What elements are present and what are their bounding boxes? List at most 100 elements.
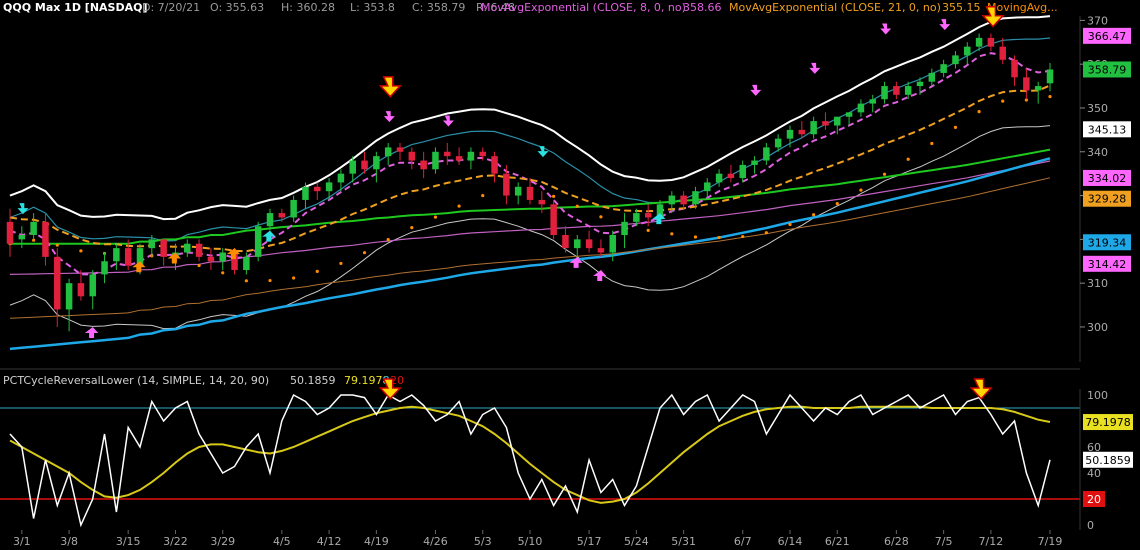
psar-dot: [433, 215, 438, 219]
candle-body: [455, 156, 463, 161]
study-ema8-label[interactable]: MovAvgExponential (CLOSE, 8, 0, no): [481, 1, 686, 14]
psar-dot: [930, 141, 934, 146]
down-arrow-icon: [442, 115, 454, 127]
study-ema21-value: 355.15: [942, 1, 981, 14]
candle-body: [278, 213, 286, 218]
candle-body: [65, 283, 73, 310]
psar-dot: [646, 228, 650, 232]
candle-body: [408, 151, 416, 161]
candle-body: [680, 195, 687, 205]
candle-body: [727, 173, 735, 179]
candle-body: [136, 248, 144, 266]
lower-study-label[interactable]: PCTCycleReversalLower (14, SIMPLE, 14, 2…: [3, 374, 269, 387]
lower-label-text: 20: [1087, 493, 1101, 506]
psar-dot: [481, 193, 485, 198]
candle-body: [869, 99, 876, 104]
candle-body: [290, 199, 297, 218]
bollinger-upper-line: [9, 15, 1051, 221]
price-label-text: 319.34: [1088, 236, 1127, 249]
candle-body: [668, 195, 676, 205]
price-label-bg: [1083, 255, 1131, 272]
lower-header: PCTCycleReversalLower (14, SIMPLE, 14, 2…: [0, 372, 405, 387]
candle-body: [550, 204, 557, 235]
psar-dot: [835, 201, 839, 206]
candlesticks: [6, 33, 1054, 332]
candle-body: [609, 234, 616, 253]
price-label-text: 334.02: [1088, 172, 1127, 185]
psar-dot: [575, 204, 579, 208]
candle-body: [77, 283, 85, 297]
date-tick-label: 6/21: [825, 535, 850, 548]
date-tick-label: 7/19: [1038, 535, 1063, 548]
psar-dot: [362, 251, 367, 255]
candle-body: [479, 151, 486, 157]
study-ma-label[interactable]: MovingAvg...: [987, 1, 1058, 14]
up-arrow-icon: [652, 213, 666, 225]
date-tick-label: 3/22: [163, 535, 188, 548]
psar-dot: [906, 157, 910, 161]
candle-body: [763, 147, 770, 161]
lower-label-bg: [1083, 491, 1105, 507]
up-arrow-icon: [84, 326, 99, 338]
down-arrow-icon: [378, 378, 402, 400]
down-arrow-icon: [750, 84, 762, 96]
candle-body: [999, 46, 1006, 60]
candle-body: [1046, 69, 1054, 84]
candle-body: [656, 204, 664, 218]
up-arrow-icon: [132, 261, 146, 273]
lower-grid: [0, 407, 1080, 500]
candle-body: [704, 182, 711, 192]
date-tick-label: 4/26: [423, 535, 448, 548]
header-open: O: 355.63: [210, 1, 264, 14]
psar-dot: [244, 279, 248, 283]
down-arrow-icon: [537, 146, 549, 158]
date-tick-label: 6/7: [734, 535, 752, 548]
lower-tick-label: 100: [1087, 389, 1108, 402]
psar-dot: [55, 243, 59, 247]
lower-label-text: 79.1978: [1085, 416, 1131, 429]
lower-label-bg: [1083, 414, 1133, 431]
down-arrow-icon: [383, 111, 395, 123]
candle-body: [692, 191, 699, 205]
symbol-title[interactable]: QQQ Max 1D [NASDAQ]: [3, 1, 147, 14]
price-label-bg: [1083, 27, 1131, 44]
date-tick-label: 4/12: [317, 535, 342, 548]
upper-tick-label: 300: [1087, 321, 1108, 334]
candle-body: [739, 164, 746, 179]
down-arrow-icon: [378, 76, 402, 98]
price-label-text: 345.13: [1088, 123, 1127, 136]
lower-tick-label: 0: [1087, 519, 1094, 532]
ema8-line: [9, 52, 1051, 276]
candle-body: [751, 160, 758, 165]
psar-dot: [457, 204, 461, 208]
candle-body: [420, 160, 427, 170]
psar-dot: [410, 225, 414, 230]
candle-body: [1023, 77, 1030, 91]
up-arrow-icon: [593, 270, 607, 282]
price-label-bg: [1083, 190, 1131, 207]
down-arrow-icon: [969, 378, 993, 400]
candle-body: [6, 221, 14, 244]
ema21-line: [9, 84, 1051, 253]
lower-tick-label: 40: [1087, 467, 1101, 480]
psar-dot: [764, 231, 768, 235]
price-axis-labels: 366.47 358.79 345.13 334.02 329.28 319.34 314.…: [1083, 27, 1131, 272]
psar-dot: [977, 110, 981, 114]
candle-body: [574, 239, 581, 249]
study-ema21-label[interactable]: MovAvgExponential (CLOSE, 21, 0, no): [729, 1, 941, 14]
bollinger-lower-line: [9, 125, 1051, 330]
candle-body: [1011, 59, 1018, 78]
lower-label-bg: [1083, 451, 1133, 468]
candle-body: [538, 199, 546, 205]
candle-body: [314, 186, 321, 192]
header-date: D: 7/20/21: [142, 1, 200, 14]
candle-body: [396, 147, 404, 152]
psar-dot: [79, 249, 83, 253]
candle-body: [325, 182, 333, 192]
psar-dot: [315, 269, 319, 274]
candle-body: [975, 37, 983, 47]
down-arrow-icon: [981, 6, 1005, 28]
date-tick-label: 5/24: [624, 535, 649, 548]
candle-body: [266, 213, 274, 227]
candle-body: [987, 37, 995, 47]
